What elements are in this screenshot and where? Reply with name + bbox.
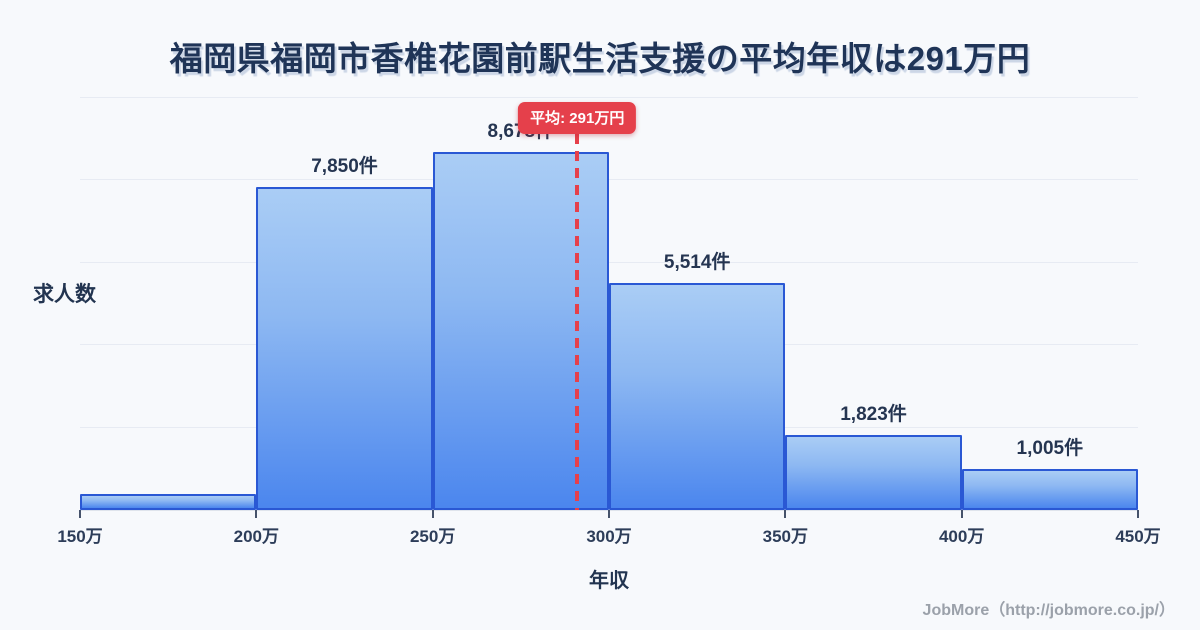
gridline: [80, 179, 1138, 181]
x-tick-label: 350万: [762, 527, 809, 546]
chart-title: 福岡県福岡市香椎花園前駅生活支援の平均年収は291万円: [169, 40, 1031, 77]
x-axis-title: 年収: [589, 570, 629, 592]
y-axis-title: 求人数: [33, 283, 96, 306]
gridline: [80, 97, 1138, 98]
x-tick-label: 300万: [586, 527, 632, 546]
x-tick-label: 400万: [938, 527, 985, 546]
x-tick-mark: [1137, 510, 1139, 518]
x-tick-mark: [431, 510, 434, 518]
x-tick-mark: [255, 510, 258, 518]
histogram-bar: [80, 493, 257, 510]
bar-value-label: 7,850件: [311, 155, 378, 177]
x-tick-mark: [784, 510, 787, 518]
x-tick-mark: [79, 510, 81, 518]
x-tick-mark: [608, 510, 610, 518]
bar-value-label: 5,514件: [663, 251, 731, 273]
histogram-bar: [256, 186, 433, 510]
histogram-bar: [609, 282, 786, 510]
x-tick-mark: [960, 510, 963, 518]
x-tick-label: 250万: [409, 527, 456, 546]
mean-badge: 平均: 291万円: [518, 102, 637, 134]
bar-value-label: 1,823件: [840, 403, 907, 425]
histogram-bar: [432, 152, 609, 510]
x-tick-label: 150万: [57, 527, 103, 546]
mean-dashed-line: [575, 134, 580, 510]
histogram-bar: [785, 434, 962, 510]
histogram-bar: [961, 468, 1138, 510]
x-tick-label: 450万: [1115, 527, 1161, 546]
gridline: [80, 261, 1138, 263]
credit-text: JobMore（http://jobmore.co.jp/）: [922, 602, 1175, 619]
bar-value-label: 1,005件: [1016, 437, 1084, 459]
x-tick-label: 200万: [233, 527, 280, 546]
